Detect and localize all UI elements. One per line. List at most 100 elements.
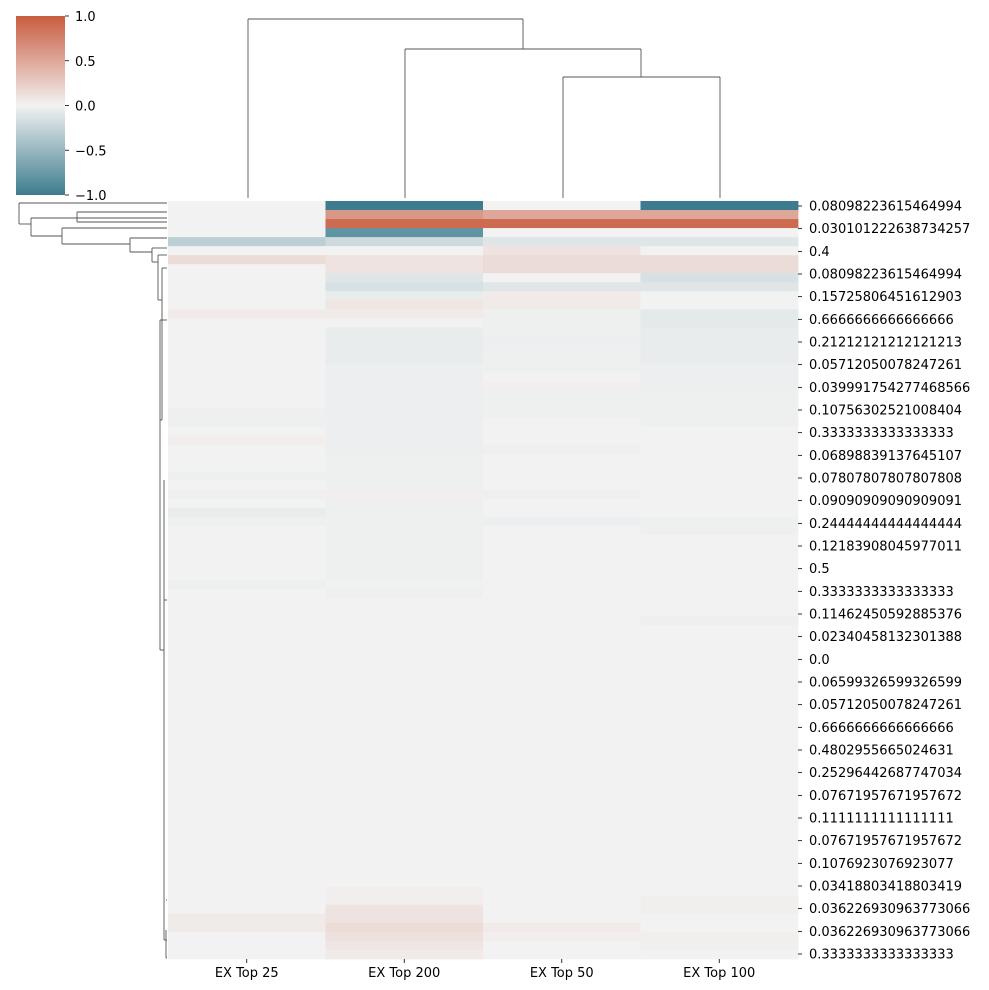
heatmap-cell	[168, 363, 326, 373]
heatmap-cell	[168, 291, 326, 301]
heatmap-cell	[483, 489, 641, 500]
heatmap-cell	[483, 264, 641, 274]
heatmap-cell	[325, 931, 484, 942]
heatmap-cell	[325, 742, 484, 752]
y-tick-label: 0.12183908045977011	[809, 540, 962, 555]
heatmap-cell	[640, 336, 799, 346]
colorbar-tick-label: 0.5	[75, 55, 96, 70]
heatmap-cell	[640, 534, 799, 545]
heatmap-cell	[640, 417, 799, 427]
heatmap-cell	[168, 895, 326, 906]
heatmap-cell	[168, 372, 326, 382]
heatmap-cell	[168, 444, 326, 455]
heatmap-cell	[640, 426, 799, 437]
heatmap-cell	[325, 507, 484, 518]
heatmap-cell	[325, 471, 484, 482]
y-tick-label: 0.15725806451612903	[809, 290, 962, 305]
y-tick-label: 0.07671957671957672	[809, 789, 962, 804]
y-tick-label: 0.05712050078247261	[809, 358, 962, 373]
heatmap-cell	[168, 778, 326, 788]
heatmap-cell	[640, 625, 799, 635]
heatmap-cell	[325, 904, 484, 915]
y-tick-label: 0.3333333333333333	[809, 426, 954, 441]
y-tick-label: 0.10756302521008404	[809, 404, 962, 419]
y-tick-label: 0.023404581323013​88	[809, 630, 962, 645]
heatmap-cell	[168, 868, 326, 879]
heatmap-cell	[168, 634, 326, 644]
heatmap-cell	[640, 634, 799, 644]
heatmap-cell	[483, 922, 641, 933]
heatmap-cell	[325, 300, 484, 310]
heatmap-cell	[325, 525, 484, 536]
heatmap-cell	[640, 751, 799, 761]
heatmap-cell	[640, 561, 799, 572]
heatmap-cell	[168, 318, 326, 328]
heatmap-cell	[168, 697, 326, 707]
heatmap-cell	[640, 435, 799, 446]
heatmap-cell	[640, 850, 799, 861]
heatmap-cell	[483, 237, 641, 247]
heatmap-cell	[483, 679, 641, 689]
heatmap-cell	[640, 904, 799, 915]
heatmap-cell	[640, 246, 799, 256]
heatmap-cell	[325, 688, 484, 698]
heatmap-cell	[483, 913, 641, 924]
heatmap-cell	[325, 805, 484, 816]
y-tick-label: 0.036226930963773066	[809, 925, 970, 940]
heatmap-cell	[640, 255, 799, 265]
y-tick-label: 0.08098223615464994	[809, 200, 962, 215]
heatmap-cell	[640, 201, 799, 211]
heatmap-cell	[325, 796, 484, 806]
heatmap-cell	[325, 895, 484, 906]
heatmap-cell	[325, 769, 484, 779]
heatmap-cell	[640, 228, 799, 238]
heatmap-cell	[325, 462, 484, 473]
heatmap-cell	[483, 534, 641, 545]
heatmap-cell	[640, 859, 799, 870]
heatmap-cell	[483, 462, 641, 473]
heatmap-cell	[483, 507, 641, 518]
heatmap-cell	[640, 525, 799, 536]
heatmap-cell	[168, 733, 326, 743]
heatmap-cell	[483, 552, 641, 563]
y-tick-label: 0.03418803418803419	[809, 880, 962, 895]
heatmap-cell	[168, 480, 326, 491]
heatmap-cell	[325, 814, 484, 825]
heatmap-cell	[325, 543, 484, 554]
heatmap-cell	[483, 318, 641, 328]
heatmap-cell	[483, 787, 641, 797]
heatmap-cell	[168, 787, 326, 797]
heatmap-cell	[483, 832, 641, 843]
heatmap-cell	[325, 237, 484, 247]
heatmap-cell	[168, 453, 326, 464]
heatmap-cell	[168, 679, 326, 689]
heatmap-cell	[325, 778, 484, 788]
heatmap-cell	[483, 949, 641, 960]
heatmap-cell	[483, 859, 641, 870]
heatmap-cell	[483, 931, 641, 942]
heatmap-cell	[325, 264, 484, 274]
heatmap-cell	[168, 859, 326, 870]
heatmap-cell	[640, 300, 799, 310]
heatmap-cell	[483, 688, 641, 698]
heatmap-cell	[483, 336, 641, 346]
heatmap-cell	[483, 886, 641, 897]
heatmap-cell	[168, 760, 326, 770]
heatmap-cell	[640, 309, 799, 319]
heatmap-cell	[640, 607, 799, 617]
y-tick-label: 0.6666666666666666	[809, 313, 954, 328]
heatmap-cell	[640, 507, 799, 518]
heatmap-cell	[640, 282, 799, 292]
heatmap-cell	[325, 372, 484, 382]
heatmap-cell	[640, 697, 799, 707]
heatmap-cell	[640, 868, 799, 879]
heatmap-cell	[325, 516, 484, 527]
heatmap-cell	[483, 805, 641, 816]
heatmap-cell	[483, 471, 641, 482]
heatmap-cell	[168, 805, 326, 816]
heatmap-cell	[325, 949, 484, 960]
heatmap-cell	[325, 444, 484, 455]
heatmap-cell	[483, 634, 641, 644]
x-tick-label: EX Top 25	[215, 966, 279, 981]
